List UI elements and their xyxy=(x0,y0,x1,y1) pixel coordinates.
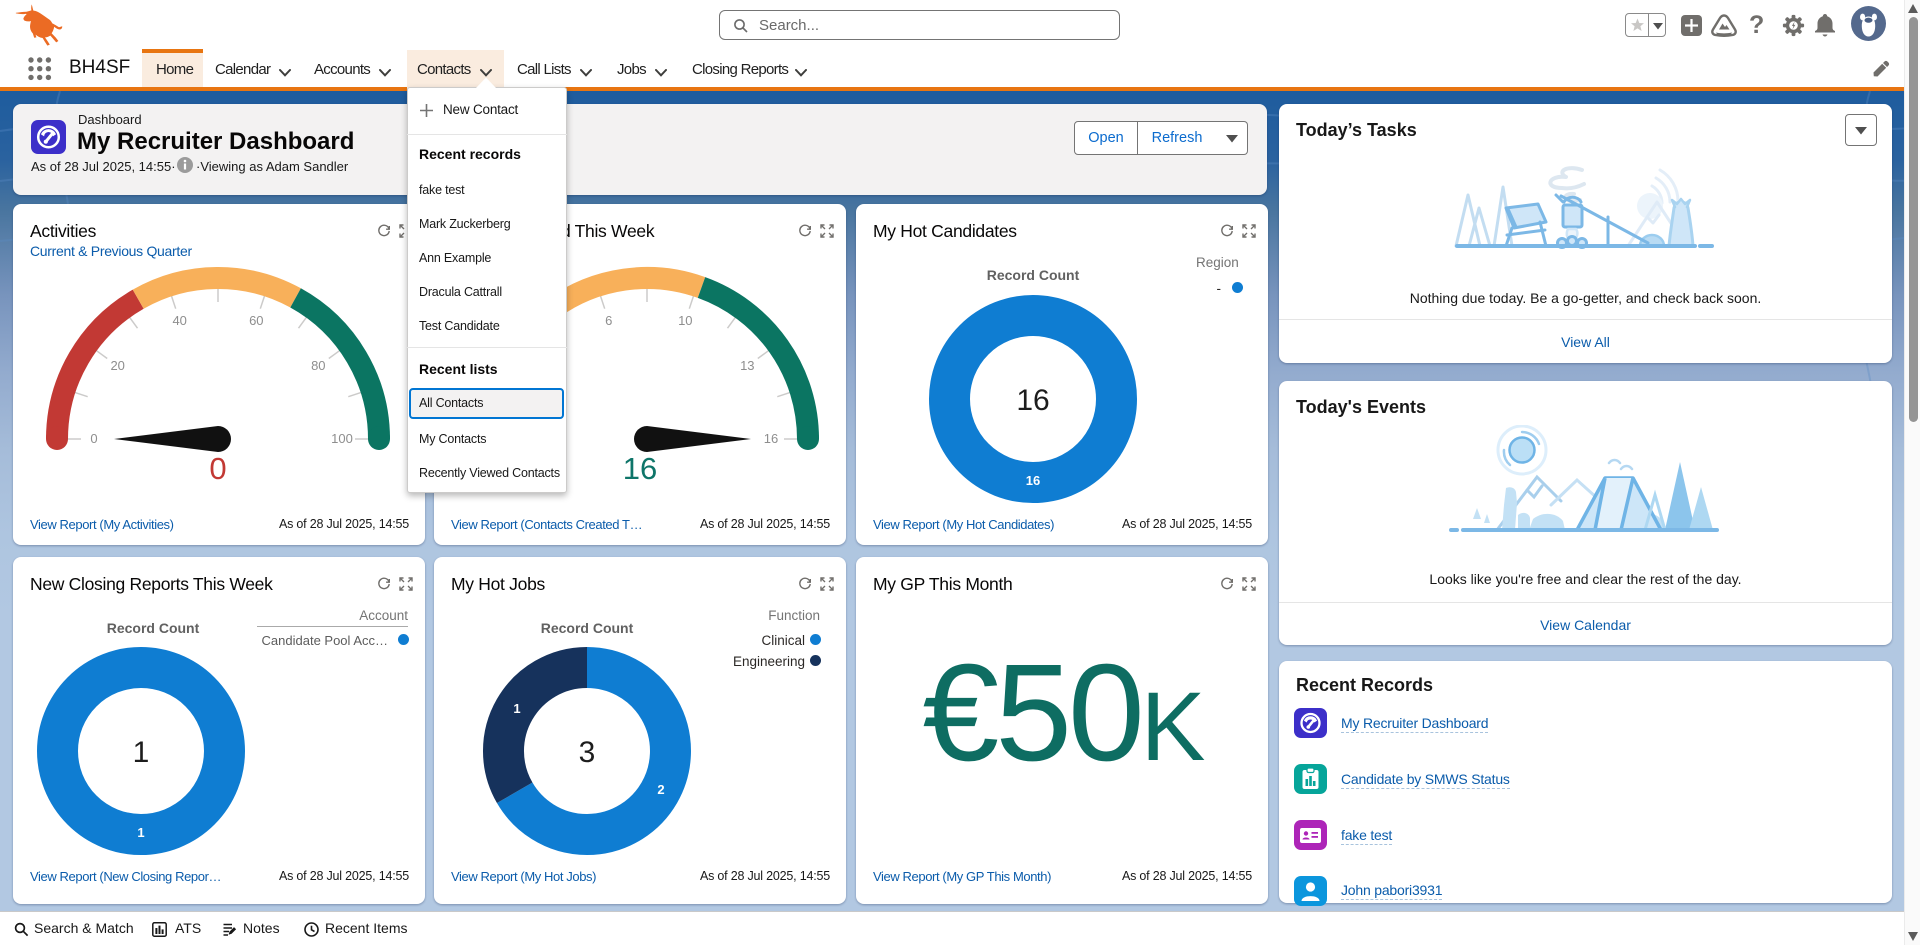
svg-text:60: 60 xyxy=(249,313,263,328)
svg-text:13: 13 xyxy=(740,358,754,373)
svg-text:16: 16 xyxy=(764,431,778,446)
svg-text:10: 10 xyxy=(678,313,692,328)
svg-text:0: 0 xyxy=(209,451,226,486)
svg-text:1: 1 xyxy=(513,701,520,716)
svg-text:40: 40 xyxy=(172,313,186,328)
svg-text:16: 16 xyxy=(623,451,657,486)
svg-text:0: 0 xyxy=(90,431,97,446)
svg-text:100: 100 xyxy=(331,431,353,446)
svg-text:1: 1 xyxy=(137,825,144,840)
svg-text:20: 20 xyxy=(110,358,124,373)
svg-text:80: 80 xyxy=(311,358,325,373)
svg-text:16: 16 xyxy=(1016,384,1049,417)
svg-text:1: 1 xyxy=(133,736,150,769)
svg-text:6: 6 xyxy=(605,313,612,328)
svg-text:2: 2 xyxy=(657,782,664,797)
svg-text:3: 3 xyxy=(579,736,596,769)
svg-text:16: 16 xyxy=(1026,473,1040,488)
